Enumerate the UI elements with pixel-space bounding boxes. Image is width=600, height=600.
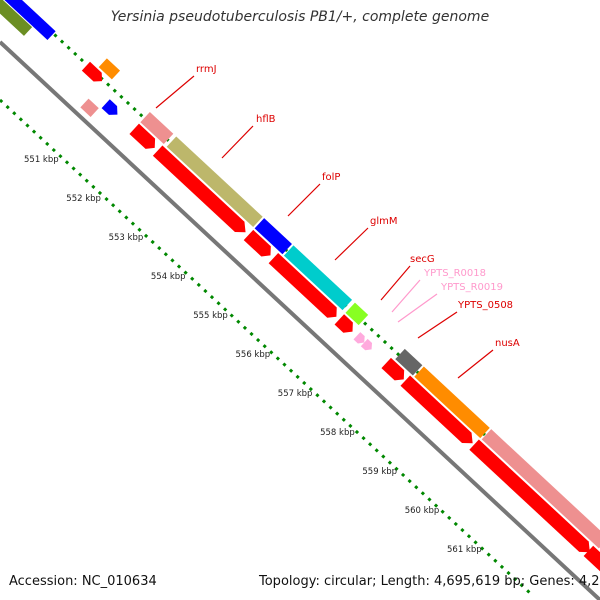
gene-arrow-red-long[interactable] xyxy=(469,439,594,558)
gene-bar-hflB[interactable] xyxy=(166,136,263,228)
kbp-tick-label: 552 kbp xyxy=(66,194,101,204)
gene-bar-glmM[interactable] xyxy=(283,245,353,311)
gene-label-YPTS_R0019: YPTS_R0019 xyxy=(440,282,503,293)
topology-label: Topology: circular; Length: 4,695,619 bp… xyxy=(259,574,600,589)
gene-bar-pink-long[interactable] xyxy=(481,429,600,549)
gene-label-nusA: nusA xyxy=(495,338,520,349)
map-title: Yersinia pseudotuberculosis PB1/+, compl… xyxy=(110,9,490,25)
kbp-tick-label: 556 kbp xyxy=(236,350,271,360)
kbp-tick-label: 557 kbp xyxy=(278,389,313,399)
gene-arrow-blue-small[interactable] xyxy=(101,99,122,119)
gene-arrow-red-glmM[interactable] xyxy=(268,253,342,322)
kbp-tick-label: 553 kbp xyxy=(109,233,144,243)
leader-lines xyxy=(155,75,494,379)
rna-arrow-R0018[interactable] xyxy=(353,332,368,346)
gene-arrow-red-nusA[interactable] xyxy=(400,375,477,449)
gene-arrow-red-YPTS_0508[interactable] xyxy=(381,357,408,385)
gene-bar-rrmJ[interactable] xyxy=(140,111,174,145)
kbp-tick-label: 559 kbp xyxy=(362,467,397,477)
gene-bar-YPTS_0508[interactable] xyxy=(395,348,423,376)
gene-label-YPTS_0508: YPTS_0508 xyxy=(457,300,513,311)
gene-label-glmM: glmM xyxy=(370,216,398,227)
gene-bar-blue-start[interactable] xyxy=(0,0,56,41)
gene-bar-orange-small[interactable] xyxy=(98,58,121,80)
gene-label-secG: secG xyxy=(410,254,435,265)
kbp-tick-label: 558 kbp xyxy=(320,428,355,438)
rna-arrow-R0019[interactable] xyxy=(360,338,375,353)
kbp-tick-label: 551 kbp xyxy=(24,155,59,165)
backbone-outer xyxy=(0,40,600,600)
gene-bar-olive-start[interactable] xyxy=(0,0,33,36)
gene-arrow-red-secG[interactable] xyxy=(334,314,358,337)
rna-leader-lines xyxy=(391,279,438,323)
kbp-tick-label: 561 kbp xyxy=(447,545,482,555)
kbp-tick-label: 554 kbp xyxy=(151,272,186,282)
gene-bar-folP[interactable] xyxy=(254,218,292,255)
backbone-gap xyxy=(0,45,597,600)
gene-bar-secG[interactable] xyxy=(345,302,369,326)
kbp-tick-label: 560 kbp xyxy=(405,506,440,516)
gene-arrow-red-end[interactable] xyxy=(583,545,600,577)
gene-label-folP: folP xyxy=(322,172,340,183)
gene-labels: rrmJ hflB folP glmM secG YPTS_R0018 YPTS_R0019… xyxy=(196,64,520,349)
gene-bar-nusA[interactable] xyxy=(414,366,490,439)
accession-label: Accession: NC_010634 xyxy=(9,574,157,589)
gene-bar-pink-small[interactable] xyxy=(80,98,99,117)
inner-tick-line xyxy=(0,98,532,595)
gene-label-rrmJ: rrmJ xyxy=(196,64,217,75)
kbp-tick-label: 555 kbp xyxy=(193,311,228,321)
gene-arrow-red-small-1[interactable] xyxy=(81,61,106,86)
gene-arrow-red-folP[interactable] xyxy=(243,229,276,261)
gene-label-YPTS_R0018: YPTS_R0018 xyxy=(423,268,486,279)
kbp-tick-labels: 551 kbp 552 kbp 553 kbp 554 kbp 555 kbp 556 k… xyxy=(24,155,482,555)
gene-arrow-red-hflB[interactable] xyxy=(152,145,250,237)
gene-label-hflB: hflB xyxy=(256,114,276,125)
gene-arrow-red-rrmJ[interactable] xyxy=(129,123,159,153)
